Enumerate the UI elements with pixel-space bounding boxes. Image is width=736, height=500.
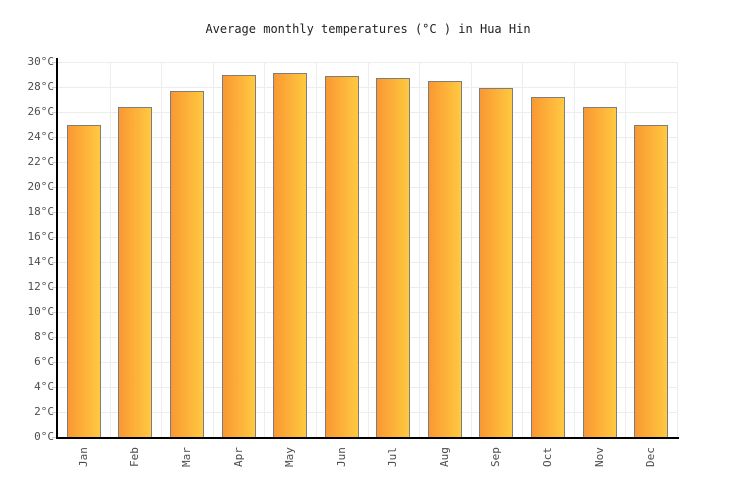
bar-jul — [376, 78, 411, 437]
bar-may — [273, 73, 308, 437]
y-axis-tick — [52, 87, 57, 88]
y-axis-tick — [52, 187, 57, 188]
x-axis-line — [56, 437, 679, 439]
y-axis-label: 2°C — [34, 405, 54, 418]
y-axis-label: 24°C — [27, 130, 55, 143]
y-axis-tick — [52, 262, 57, 263]
bar-sep — [479, 88, 514, 437]
y-axis-tick — [52, 312, 57, 313]
y-axis-label: 4°C — [34, 380, 54, 393]
x-gridline — [522, 62, 524, 437]
y-axis-tick — [52, 287, 57, 288]
y-axis-tick — [52, 212, 57, 213]
bar-dec — [634, 124, 669, 437]
bar-mar — [169, 90, 204, 437]
bar-feb — [118, 107, 153, 437]
y-axis-label: 8°C — [34, 330, 54, 343]
x-axis-label-feb: Feb — [128, 447, 142, 467]
x-axis-label-nov: Nov — [592, 447, 606, 467]
y-axis-line — [56, 58, 58, 439]
x-axis-label-oct: Oct — [541, 447, 555, 467]
y-axis-label: 10°C — [27, 305, 55, 318]
y-axis-label: 0°C — [34, 430, 54, 443]
y-axis-tick — [52, 62, 57, 63]
y-axis-tick — [52, 162, 57, 163]
y-axis-label: 28°C — [27, 80, 55, 93]
y-axis-label: 14°C — [27, 255, 55, 268]
bar-nov — [582, 107, 617, 437]
x-gridline — [573, 62, 575, 437]
x-axis-label-jul: Jul — [386, 447, 400, 467]
x-gridline — [419, 62, 421, 437]
y-axis-label: 16°C — [27, 230, 55, 243]
y-axis-label: 26°C — [27, 105, 55, 118]
x-axis-label-aug: Aug — [437, 447, 451, 467]
x-axis-label-may: May — [283, 447, 297, 467]
bar-jun — [324, 75, 359, 437]
x-gridline — [109, 62, 111, 437]
x-gridline — [625, 62, 627, 437]
x-axis-label-sep: Sep — [489, 447, 503, 467]
y-axis-label: 22°C — [27, 155, 55, 168]
x-gridline — [470, 62, 472, 437]
x-gridline — [315, 62, 317, 437]
y-axis-tick — [52, 337, 57, 338]
y-axis-tick — [52, 112, 57, 113]
x-gridline — [212, 62, 214, 437]
y-axis-tick — [52, 362, 57, 363]
y-axis-tick — [52, 412, 57, 413]
bar-aug — [427, 80, 462, 437]
x-gridline — [264, 62, 266, 437]
x-gridline — [367, 62, 369, 437]
x-axis-label-mar: Mar — [179, 447, 193, 467]
y-axis-label: 30°C — [27, 55, 55, 68]
bar-oct — [531, 97, 566, 437]
x-gridline — [161, 62, 163, 437]
y-axis-label: 20°C — [27, 180, 55, 193]
y-axis-tick — [52, 237, 57, 238]
x-gridline — [677, 62, 678, 437]
y-axis-label: 12°C — [27, 280, 55, 293]
y-axis-tick — [52, 437, 57, 438]
y-axis-label: 6°C — [34, 355, 54, 368]
y-axis-tick — [52, 137, 57, 138]
bar-jan — [66, 124, 101, 437]
x-axis-label-jan: Jan — [76, 447, 90, 467]
y-axis-label: 18°C — [27, 205, 55, 218]
x-axis-label-jun: Jun — [334, 447, 348, 467]
y-axis-tick — [52, 387, 57, 388]
chart-title: Average monthly temperatures (°C ) in Hu… — [205, 22, 531, 36]
x-axis-label-apr: Apr — [231, 447, 245, 467]
bar-apr — [221, 74, 256, 437]
x-axis-label-dec: Dec — [644, 447, 658, 467]
